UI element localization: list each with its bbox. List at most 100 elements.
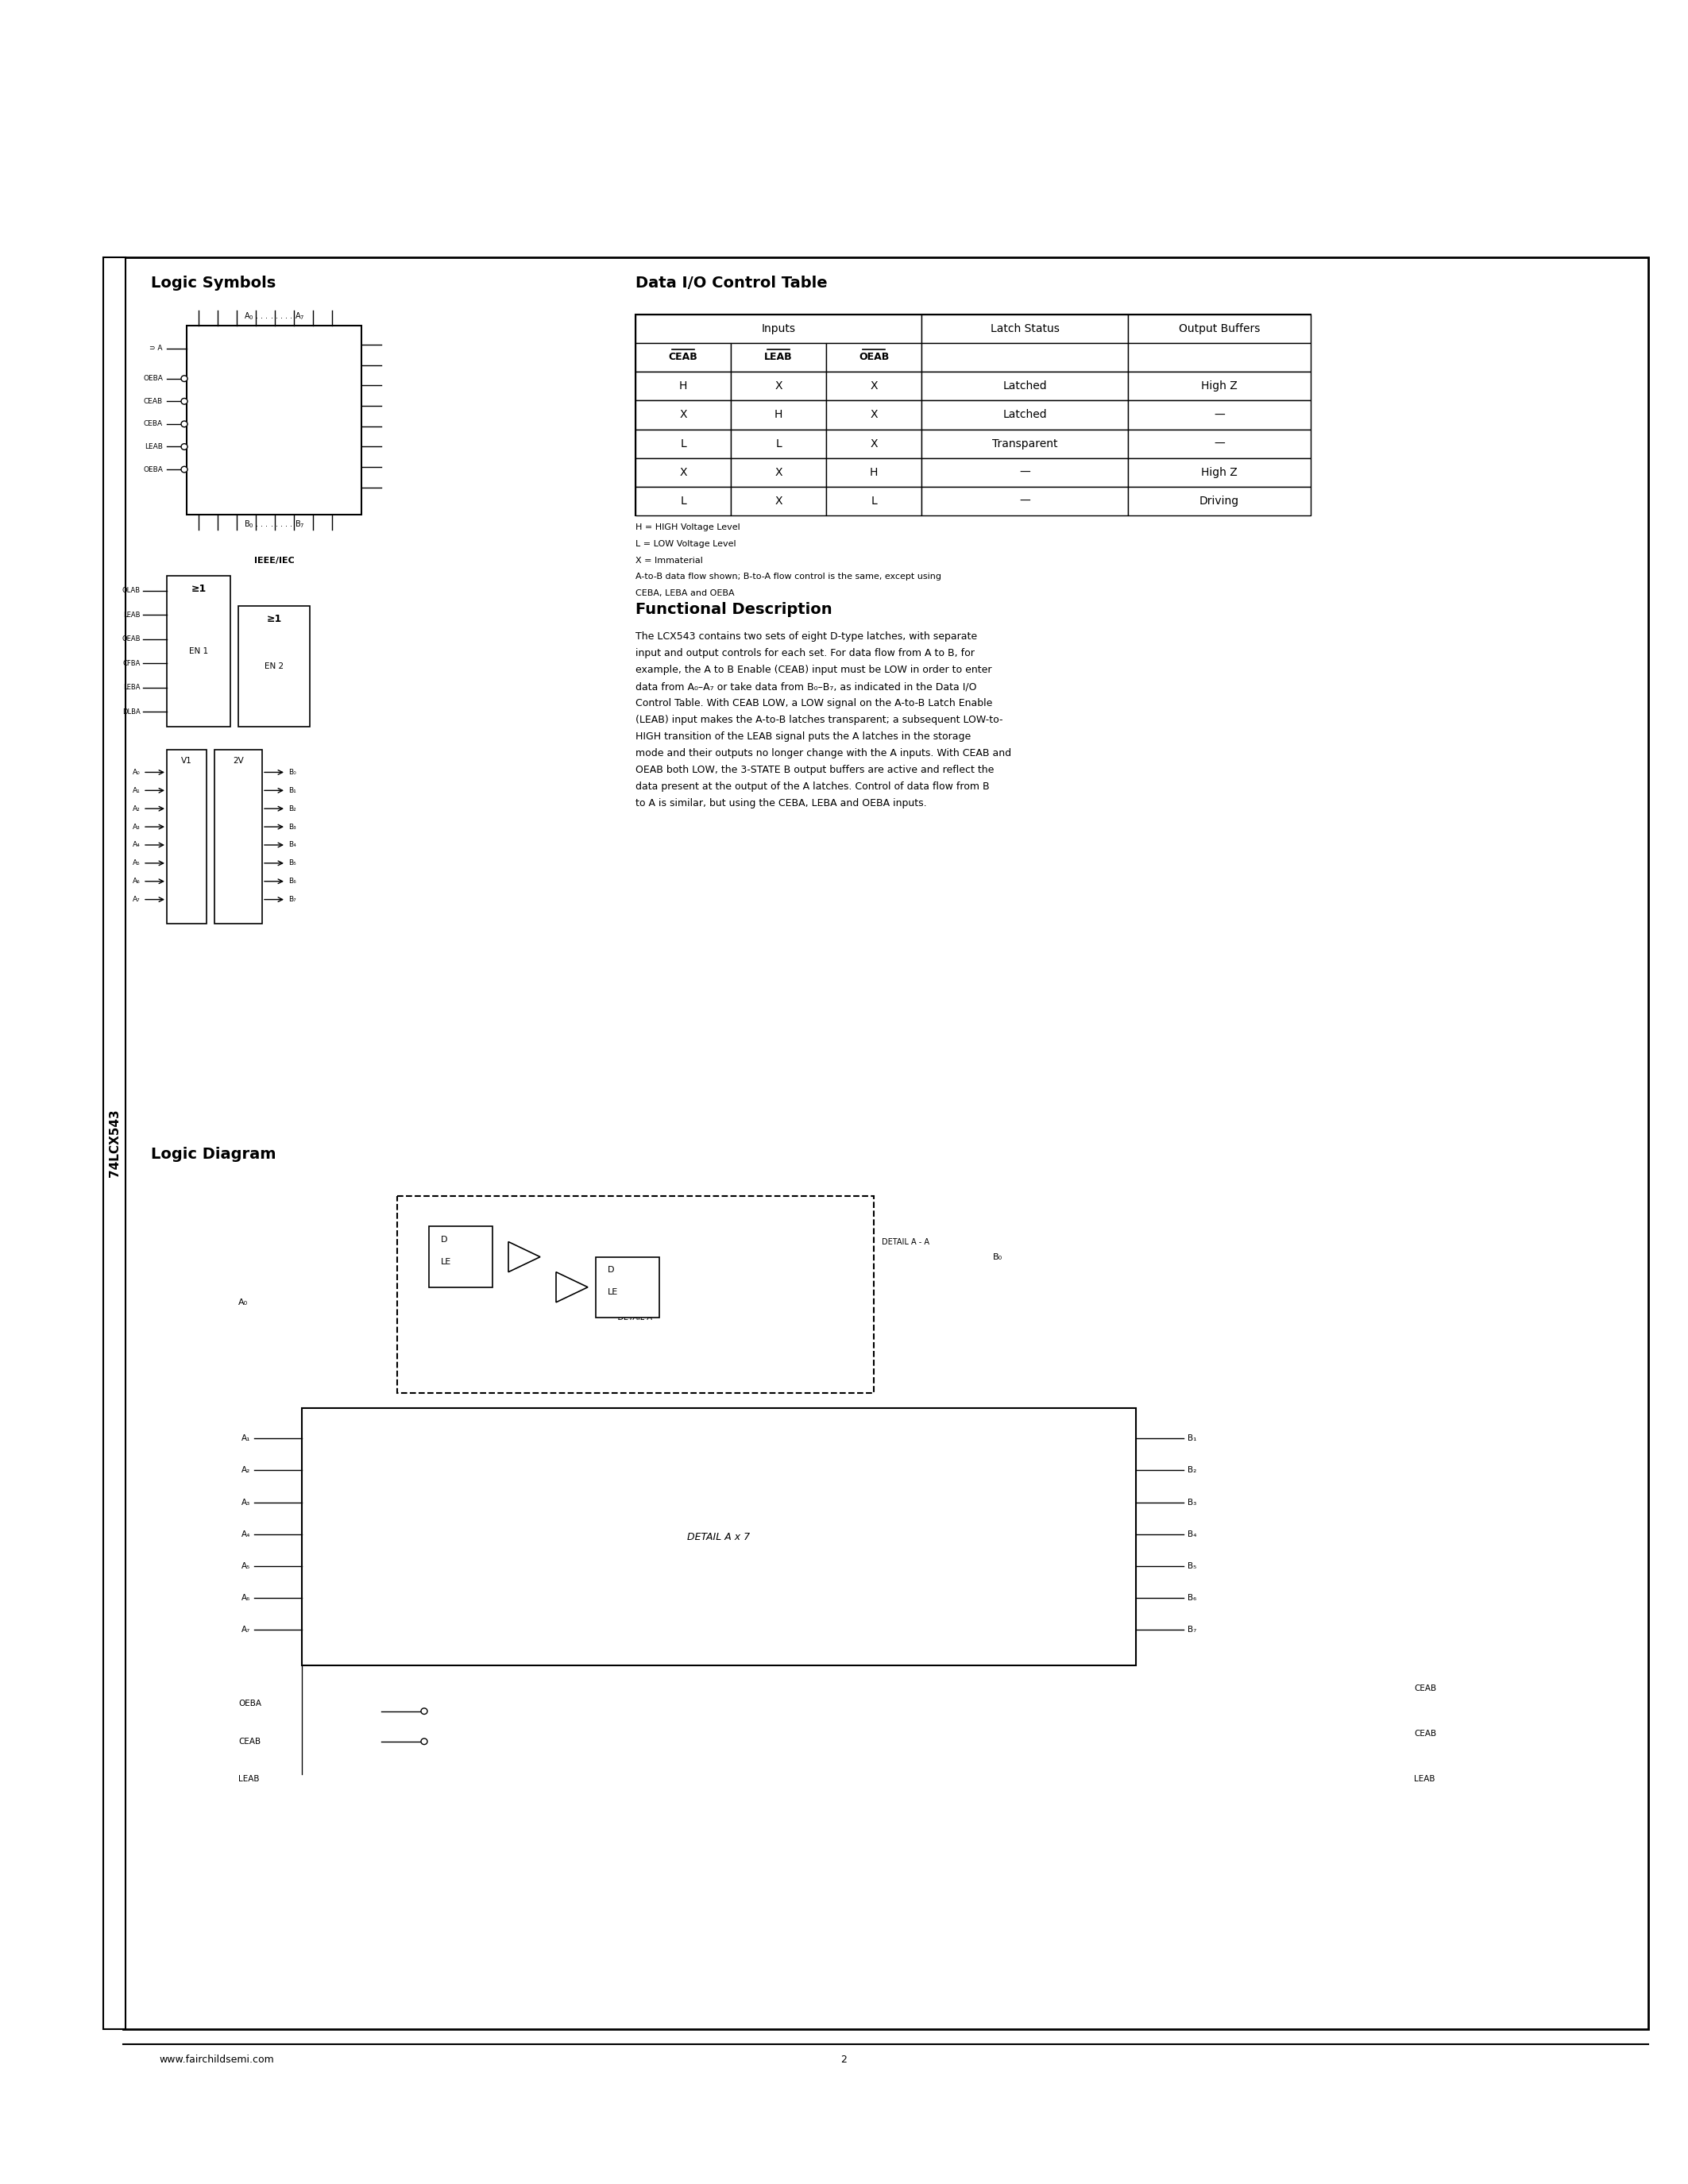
Text: X: X (679, 467, 687, 478)
Text: X: X (869, 380, 878, 391)
Text: OEBA: OEBA (143, 465, 162, 474)
Bar (731, 459, 825, 487)
Bar (596, 1256, 660, 1317)
Bar (825, 487, 922, 515)
Text: Latched: Latched (1003, 380, 1047, 391)
Bar (214, 749, 262, 924)
Text: ⊃ A: ⊃ A (150, 345, 162, 352)
Text: Output Buffers: Output Buffers (1178, 323, 1259, 334)
Text: A₇: A₇ (133, 895, 140, 902)
Text: LE: LE (608, 1289, 618, 1297)
Bar (731, 400, 825, 430)
Text: X: X (679, 408, 687, 422)
Text: EN 2: EN 2 (265, 662, 284, 670)
Text: —: — (1020, 496, 1030, 507)
Text: A₆: A₆ (241, 1594, 250, 1601)
Text: Driving: Driving (1200, 496, 1239, 507)
Bar (167, 749, 206, 924)
Text: OEAB both LOW, the 3-STATE B output buffers are active and reflect the: OEAB both LOW, the 3-STATE B output buff… (635, 764, 994, 775)
Text: CEAB: CEAB (1415, 1684, 1436, 1693)
Bar (825, 371, 922, 400)
Text: OEBA: OEBA (238, 1699, 262, 1708)
Bar (1128, 371, 1310, 400)
Text: LEAB: LEAB (238, 1776, 260, 1784)
Text: A₅: A₅ (241, 1562, 250, 1570)
Text: Logic Symbols: Logic Symbols (150, 275, 275, 290)
Text: X: X (775, 380, 782, 391)
Text: B$_0$ . . . . . . . . B$_7$: B$_0$ . . . . . . . . B$_7$ (243, 518, 304, 529)
Text: EN 1: EN 1 (189, 646, 208, 655)
Text: B₁: B₁ (289, 786, 295, 795)
Bar (825, 343, 922, 371)
Bar (1128, 343, 1310, 371)
Text: B₂: B₂ (1188, 1465, 1197, 1474)
Text: A-to-B data flow shown; B-to-A flow control is the same, except using: A-to-B data flow shown; B-to-A flow cont… (635, 572, 942, 581)
Text: B₃: B₃ (1188, 1498, 1197, 1507)
Circle shape (181, 422, 187, 428)
Bar (635, 459, 731, 487)
Text: B₂: B₂ (289, 806, 295, 812)
Text: A₀: A₀ (133, 769, 140, 775)
Text: (LEAB) input makes the A-to-B latches transparent; a subsequent LOW-to-: (LEAB) input makes the A-to-B latches tr… (635, 714, 1003, 725)
Text: H: H (679, 380, 687, 391)
Bar (397, 1197, 874, 1393)
Text: X = Immaterial: X = Immaterial (635, 557, 702, 563)
Bar (922, 487, 1128, 515)
Circle shape (181, 397, 187, 404)
Bar (635, 400, 731, 430)
Text: The LCX543 contains two sets of eight D-type latches, with separate: The LCX543 contains two sets of eight D-… (635, 631, 977, 642)
Text: B₆: B₆ (289, 878, 295, 885)
Text: Latch Status: Latch Status (991, 323, 1060, 334)
Text: Functional Description: Functional Description (635, 603, 832, 618)
Text: DETAIL A: DETAIL A (618, 1313, 653, 1321)
Text: Control Table. With CEAB LOW, a LOW signal on the A-to-B Latch Enable: Control Table. With CEAB LOW, a LOW sign… (635, 699, 993, 708)
Text: LEBA: LEBA (123, 684, 140, 690)
Bar (238, 605, 311, 727)
Text: A₀: A₀ (238, 1297, 248, 1306)
Bar (825, 459, 922, 487)
Text: H: H (775, 408, 783, 422)
Text: A₁: A₁ (241, 1435, 250, 1444)
Text: LEAB: LEAB (123, 612, 140, 618)
Circle shape (181, 376, 187, 382)
Text: B₁: B₁ (1188, 1435, 1197, 1444)
Text: L: L (775, 439, 782, 450)
Text: A₄: A₄ (133, 841, 140, 850)
Bar (429, 1227, 493, 1286)
Text: D: D (441, 1236, 447, 1243)
Bar (825, 400, 922, 430)
Bar (635, 430, 731, 459)
Circle shape (420, 1738, 427, 1745)
Text: 2: 2 (841, 2055, 847, 2064)
Text: A$_0$ . . . . . . . . A$_7$: A$_0$ . . . . . . . . A$_7$ (243, 310, 304, 321)
Bar (922, 430, 1128, 459)
Text: CEAB: CEAB (143, 397, 162, 404)
Bar (825, 430, 922, 459)
Text: CEBA: CEBA (143, 422, 162, 428)
Text: B₀: B₀ (289, 769, 295, 775)
Text: HIGH transition of the LEAB signal puts the A latches in the storage: HIGH transition of the LEAB signal puts … (635, 732, 971, 743)
Text: A₆: A₆ (133, 878, 140, 885)
Polygon shape (555, 1271, 587, 1302)
Text: B₀: B₀ (993, 1254, 1003, 1260)
Bar (922, 459, 1128, 487)
Text: CEAB: CEAB (1415, 1730, 1436, 1738)
Text: data from A₀–A₇ or take data from B₀–B₇, as indicated in the Data I/O: data from A₀–A₇ or take data from B₀–B₇,… (635, 681, 977, 692)
Text: OLAB: OLAB (122, 587, 140, 594)
Bar (635, 314, 1310, 515)
Bar (635, 343, 731, 371)
Bar (731, 371, 825, 400)
Text: V1: V1 (181, 758, 192, 764)
Text: B₆: B₆ (1188, 1594, 1197, 1601)
Text: B₇: B₇ (289, 895, 295, 902)
Text: High Z: High Z (1202, 467, 1237, 478)
Bar (922, 343, 1128, 371)
Text: data present at the output of the A latches. Control of data flow from B: data present at the output of the A latc… (635, 782, 989, 793)
Text: CEAB: CEAB (668, 352, 697, 363)
Text: D: D (608, 1267, 614, 1273)
Text: B₅: B₅ (1188, 1562, 1197, 1570)
Bar (922, 400, 1128, 430)
Bar (1128, 400, 1310, 430)
Text: ≥1: ≥1 (191, 583, 206, 594)
Text: A₄: A₄ (241, 1531, 250, 1538)
